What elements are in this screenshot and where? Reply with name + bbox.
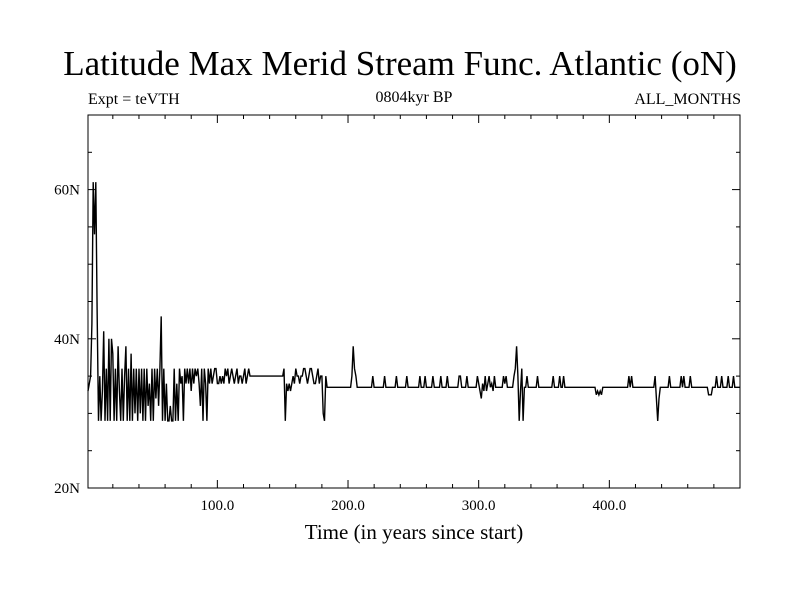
series-group bbox=[87, 182, 740, 422]
y-tick-label: 20N bbox=[54, 481, 80, 497]
period-label: 0804kyr BP bbox=[375, 89, 453, 106]
x-axis-label: Time (in years since start) bbox=[305, 520, 524, 544]
y-tick-label: 40N bbox=[54, 332, 80, 348]
chart-title: Latitude Max Merid Stream Func. Atlantic… bbox=[63, 44, 737, 83]
months-label: ALL_MONTHS bbox=[634, 91, 741, 108]
axis-ticks bbox=[88, 114, 741, 489]
plot-frame bbox=[87, 114, 741, 489]
series-line bbox=[87, 182, 740, 422]
y-tick-label: 60N bbox=[54, 183, 80, 199]
x-tick-label: 300.0 bbox=[462, 498, 496, 514]
x-tick-label: 400.0 bbox=[592, 498, 626, 514]
axis-tick-labels: 20N 40N 60N 100.0 200.0 300.0 400.0 bbox=[54, 183, 626, 514]
x-tick-label: 100.0 bbox=[200, 498, 234, 514]
x-tick-label: 200.0 bbox=[331, 498, 365, 514]
experiment-label: Expt = teVTH bbox=[88, 91, 180, 108]
